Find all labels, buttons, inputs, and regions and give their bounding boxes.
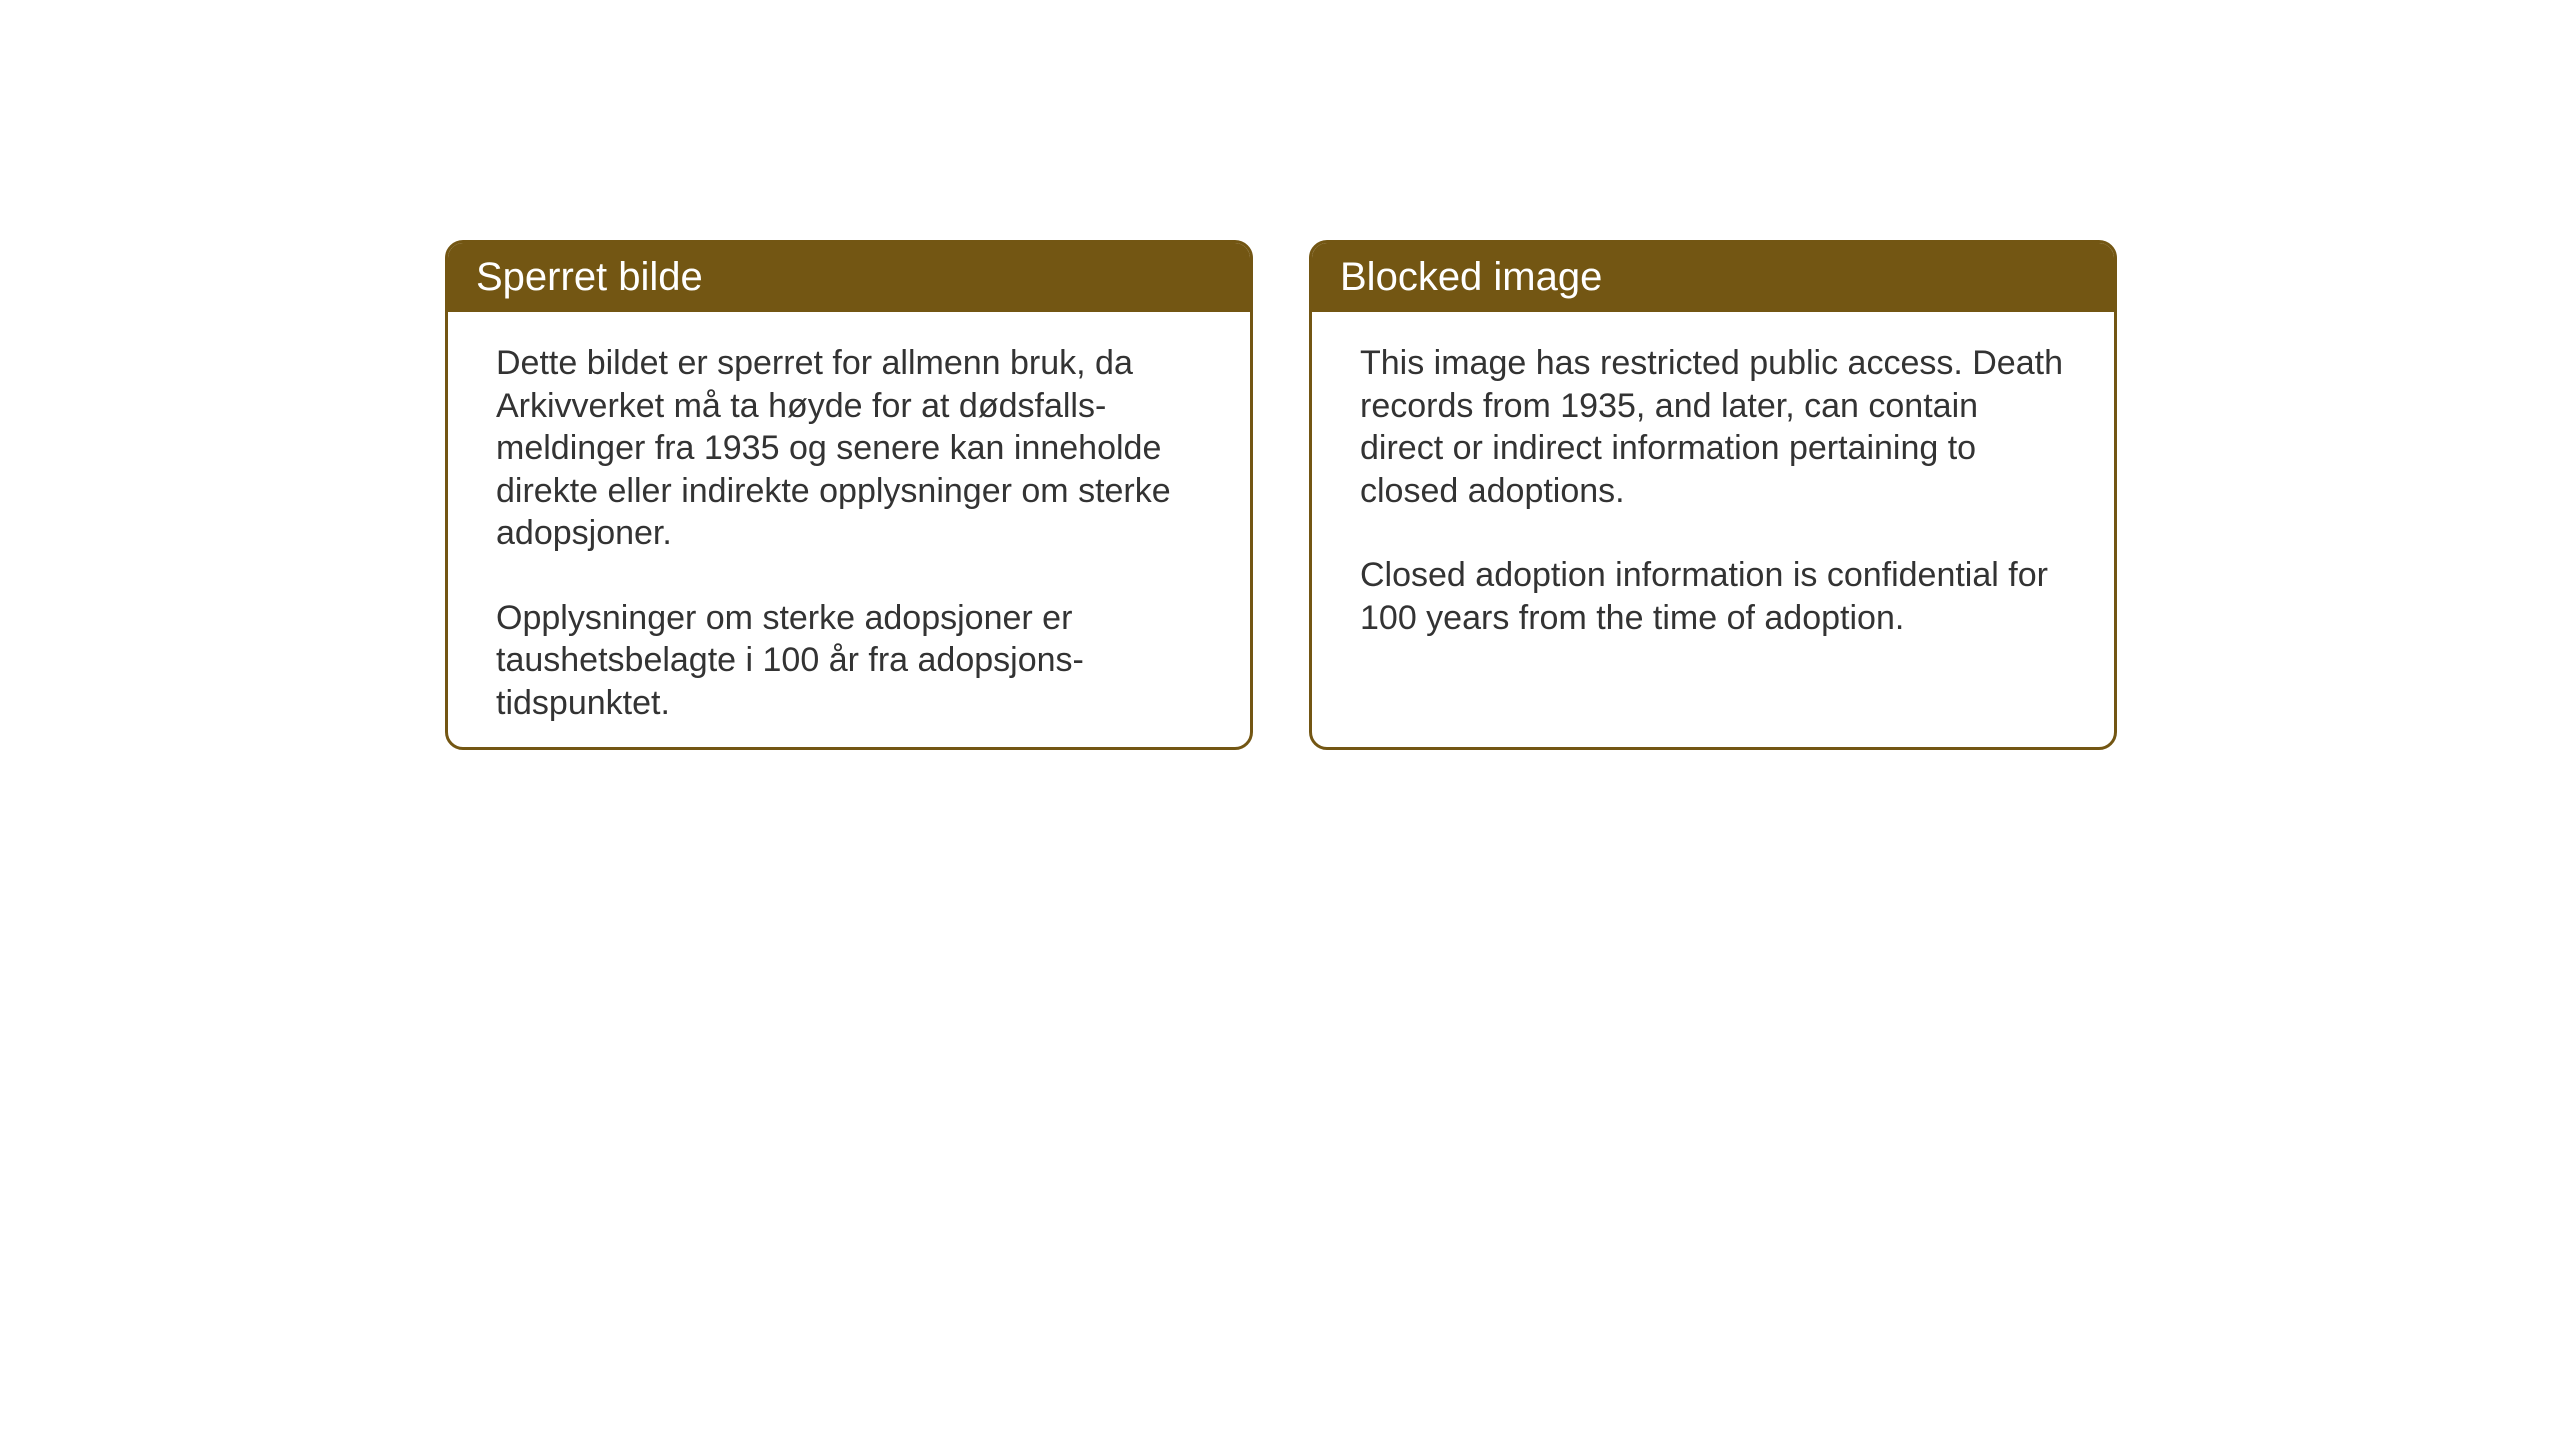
card-norwegian: Sperret bilde Dette bildet er sperret fo…: [445, 240, 1253, 750]
cards-container: Sperret bilde Dette bildet er sperret fo…: [0, 0, 2560, 750]
card-title-english: Blocked image: [1340, 255, 1602, 299]
card-header-norwegian: Sperret bilde: [448, 243, 1250, 312]
card-paragraph-1-norwegian: Dette bildet er sperret for allmenn bruk…: [496, 342, 1202, 555]
card-body-english: This image has restricted public access.…: [1312, 312, 2114, 679]
card-paragraph-2-norwegian: Opplysninger om sterke adopsjoner er tau…: [496, 597, 1202, 725]
card-english: Blocked image This image has restricted …: [1309, 240, 2117, 750]
card-title-norwegian: Sperret bilde: [476, 255, 703, 299]
card-body-norwegian: Dette bildet er sperret for allmenn bruk…: [448, 312, 1250, 750]
card-paragraph-2-english: Closed adoption information is confident…: [1360, 554, 2066, 639]
card-header-english: Blocked image: [1312, 243, 2114, 312]
card-paragraph-1-english: This image has restricted public access.…: [1360, 342, 2066, 512]
